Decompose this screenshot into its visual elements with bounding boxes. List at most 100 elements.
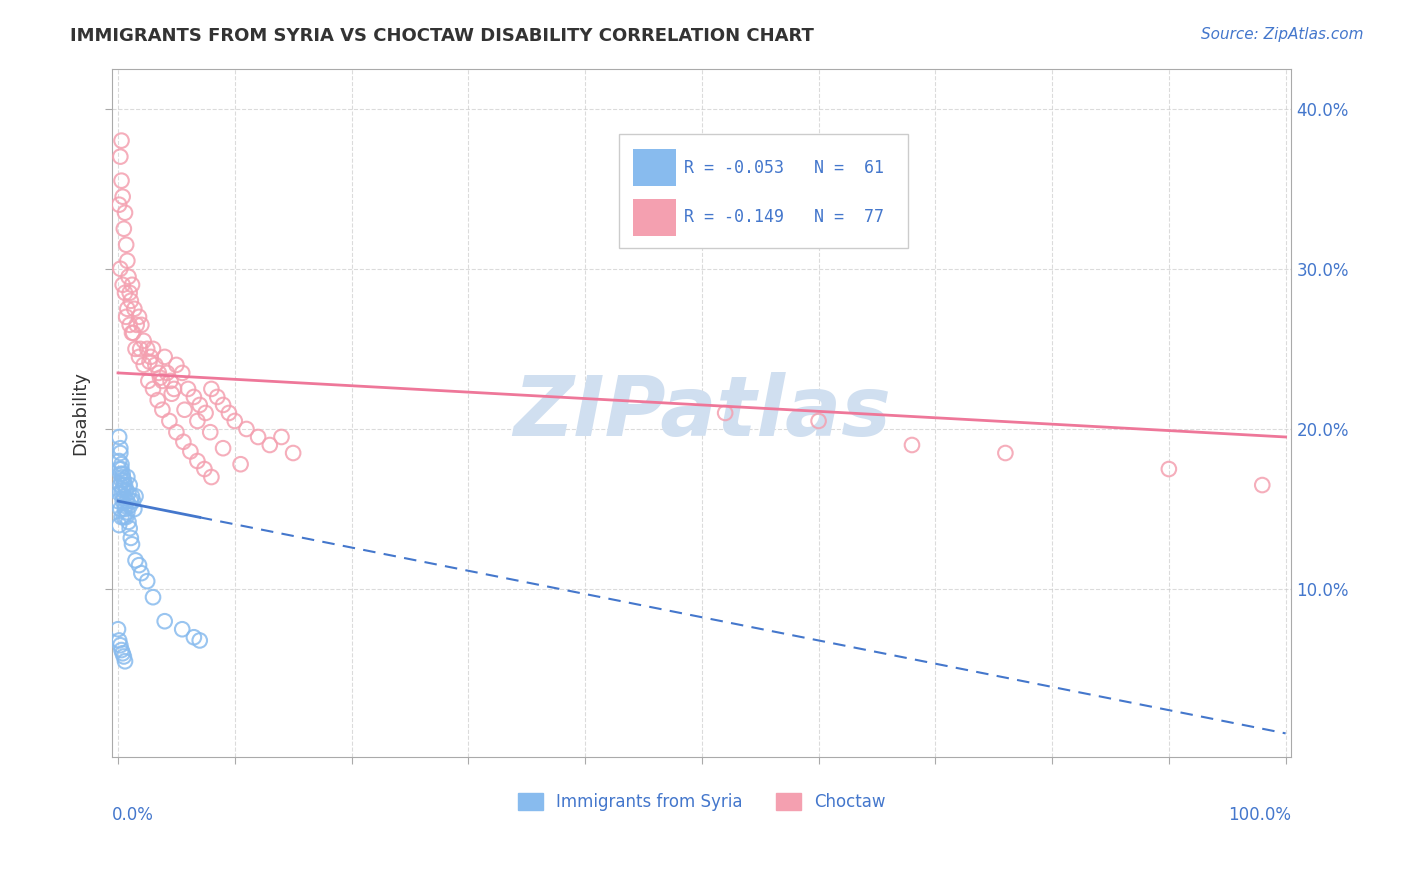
Point [235, 422, 257, 436]
Point [138, 374, 160, 388]
Point [108, 633, 131, 648]
Point [120, 531, 142, 545]
Point [212, 441, 235, 455]
Point [124, 301, 146, 316]
Point [117, 494, 139, 508]
Point [108, 462, 131, 476]
Point [108, 430, 131, 444]
Point [117, 253, 139, 268]
Point [110, 638, 132, 652]
Point [110, 502, 132, 516]
Point [150, 374, 173, 388]
Point [165, 358, 187, 372]
Point [122, 494, 145, 508]
Point [110, 643, 132, 657]
Point [200, 470, 222, 484]
Text: Source: ZipAtlas.com: Source: ZipAtlas.com [1201, 27, 1364, 42]
Point [188, 633, 211, 648]
Point [136, 342, 159, 356]
Point [111, 467, 134, 481]
Point [173, 402, 195, 417]
Point [110, 462, 132, 476]
Point [128, 350, 150, 364]
Point [112, 649, 135, 664]
Point [159, 374, 181, 388]
Point [132, 334, 155, 348]
Point [131, 566, 153, 581]
Point [110, 473, 132, 487]
Point [110, 446, 132, 460]
Point [247, 430, 270, 444]
Point [1251, 478, 1274, 492]
Point [117, 470, 139, 484]
Legend: Immigrants from Syria, Choctaw: Immigrants from Syria, Choctaw [512, 787, 893, 818]
Point [108, 454, 131, 468]
Y-axis label: Disability: Disability [72, 371, 89, 455]
Point [132, 358, 155, 372]
Text: R = -0.149   N =  77: R = -0.149 N = 77 [685, 209, 884, 227]
Point [110, 510, 132, 524]
Point [110, 467, 132, 481]
Point [172, 622, 194, 636]
Point [111, 470, 134, 484]
Point [110, 150, 132, 164]
Point [172, 434, 194, 449]
Point [157, 414, 180, 428]
Point [150, 402, 173, 417]
Point [122, 326, 145, 340]
Point [118, 478, 141, 492]
Point [143, 358, 166, 372]
Point [136, 574, 159, 589]
Point [107, 494, 129, 508]
Point [112, 478, 135, 492]
Point [183, 390, 205, 404]
Point [138, 354, 160, 368]
Point [142, 382, 165, 396]
Point [188, 398, 211, 412]
Point [114, 499, 136, 513]
Point [218, 406, 240, 420]
Point [107, 622, 129, 636]
Point [111, 189, 134, 203]
Point [118, 499, 141, 513]
Point [115, 310, 138, 324]
Point [120, 494, 142, 508]
Text: 0.0%: 0.0% [112, 805, 155, 823]
Point [118, 318, 141, 332]
Point [115, 510, 138, 524]
Point [142, 591, 165, 605]
Point [1157, 462, 1180, 476]
Point [146, 393, 169, 408]
Point [129, 342, 152, 356]
Point [117, 505, 139, 519]
Point [112, 489, 135, 503]
Point [121, 489, 143, 503]
Point [110, 457, 132, 471]
Point [111, 494, 134, 508]
FancyBboxPatch shape [619, 134, 908, 248]
Point [125, 318, 148, 332]
Point [124, 489, 146, 503]
Point [110, 441, 132, 455]
Point [124, 502, 146, 516]
Point [153, 614, 176, 628]
Point [207, 390, 229, 404]
Point [114, 654, 136, 668]
Point [114, 285, 136, 300]
Point [139, 350, 162, 364]
Point [224, 414, 246, 428]
Point [124, 342, 146, 356]
Point [163, 382, 186, 396]
Point [229, 457, 252, 471]
Point [212, 398, 235, 412]
Point [108, 197, 131, 211]
Point [281, 446, 304, 460]
Point [194, 406, 217, 420]
Point [108, 518, 131, 533]
Point [901, 438, 924, 452]
Point [111, 483, 134, 497]
Point [128, 558, 150, 573]
Point [994, 446, 1017, 460]
Point [117, 301, 139, 316]
Point [160, 386, 183, 401]
